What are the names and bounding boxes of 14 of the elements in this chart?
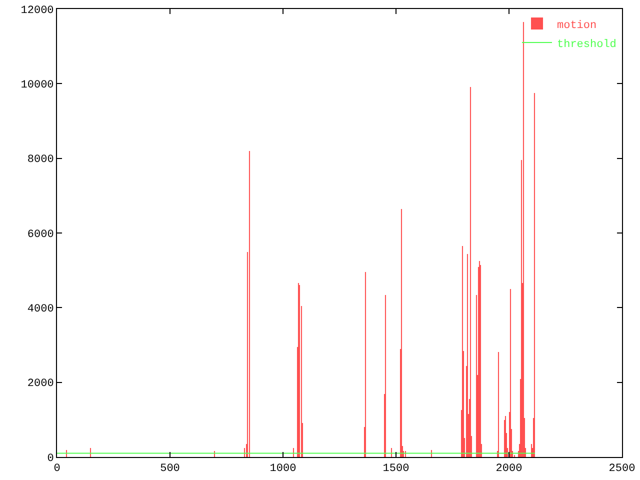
y-tick-label: 8000	[27, 154, 54, 166]
y-tick-label: 12000	[20, 4, 54, 17]
x-tick-label: 1500	[382, 463, 410, 476]
y-tick-label: 2000	[27, 378, 54, 390]
x-tick-label: 1000	[270, 463, 296, 476]
x-tick-label: 2500	[608, 463, 636, 476]
legend-label: motion	[557, 20, 597, 32]
y-tick-label: 10000	[20, 80, 54, 92]
legend-label: threshold	[557, 38, 616, 51]
y-tick-label: 0	[47, 452, 54, 465]
x-tick-label: 500	[160, 463, 180, 476]
y-tick-label: 6000	[27, 228, 54, 241]
x-tick-label: 2000	[496, 463, 522, 476]
y-tick-label: 4000	[27, 304, 54, 316]
